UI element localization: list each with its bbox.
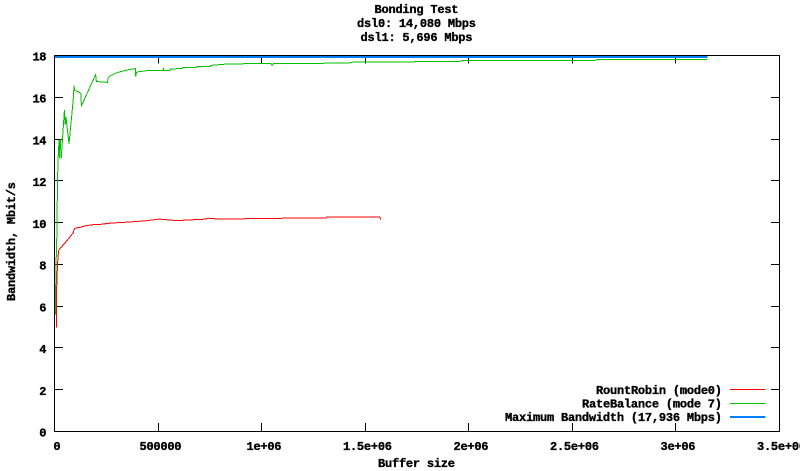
- svg-text:RountRobin (mode0): RountRobin (mode0): [596, 384, 722, 398]
- svg-text:3.5e+06: 3.5e+06: [757, 440, 800, 454]
- svg-text:2.5e+06: 2.5e+06: [550, 440, 599, 454]
- svg-text:dsl1: 5,696 Mbps: dsl1: 5,696 Mbps: [361, 31, 473, 45]
- svg-text:0: 0: [53, 440, 60, 454]
- svg-text:12: 12: [33, 176, 47, 190]
- svg-text:14: 14: [33, 134, 47, 148]
- svg-text:10: 10: [33, 218, 47, 232]
- svg-text:18: 18: [33, 51, 47, 65]
- svg-text:Bonding Test: Bonding Test: [375, 3, 459, 17]
- svg-text:8: 8: [39, 260, 46, 274]
- svg-text:1e+06: 1e+06: [247, 440, 282, 454]
- svg-text:Buffer size: Buffer size: [378, 457, 455, 471]
- svg-text:dsl0: 14,080 Mbps: dsl0: 14,080 Mbps: [357, 17, 476, 31]
- svg-text:2: 2: [39, 385, 46, 399]
- svg-text:1.5e+06: 1.5e+06: [343, 440, 392, 454]
- svg-text:16: 16: [33, 93, 47, 107]
- svg-text:3e+06: 3e+06: [661, 440, 696, 454]
- svg-text:500000: 500000: [140, 440, 182, 454]
- svg-text:6: 6: [39, 301, 46, 315]
- svg-text:4: 4: [39, 343, 46, 357]
- svg-text:0: 0: [39, 427, 46, 441]
- svg-text:2e+06: 2e+06: [454, 440, 489, 454]
- svg-text:Maximum Bandwidth (17,936 Mbps: Maximum Bandwidth (17,936 Mbps): [505, 411, 722, 425]
- svg-text:Bandwidth, Mbit/s: Bandwidth, Mbit/s: [5, 182, 19, 301]
- svg-text:RateBalance (mode 7): RateBalance (mode 7): [582, 398, 722, 412]
